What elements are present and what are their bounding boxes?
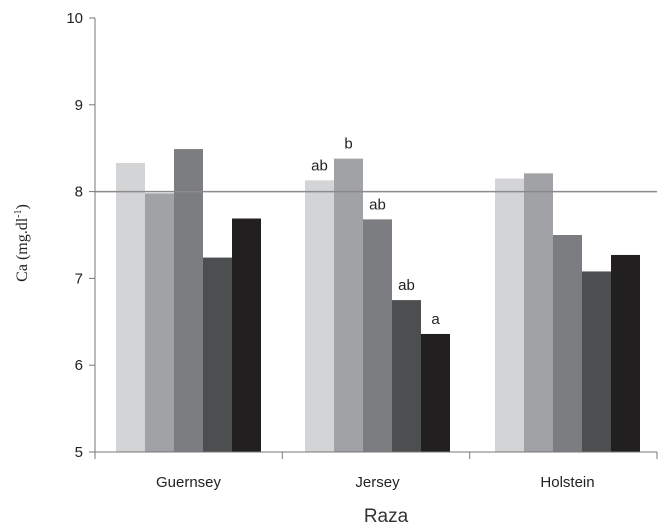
x-ticks: Guernsey Jersey Holstein <box>94 452 658 491</box>
bar-jersey-1 <box>305 180 334 453</box>
y-axis-label-close: ) <box>14 204 31 209</box>
y-tick-label: 7 <box>75 270 83 287</box>
x-axis-label: Raza <box>364 506 409 527</box>
annotation-label: ab <box>311 157 328 174</box>
bar-holstein-3 <box>553 235 582 452</box>
x-tick-label-holstein: Holstein <box>540 474 594 491</box>
annotation-label: ab <box>369 196 386 213</box>
bar-jersey-4 <box>392 300 421 452</box>
annotation-label: ab <box>398 277 415 294</box>
bar-holstein-5 <box>611 254 640 452</box>
bar-guernsey-1 <box>116 162 145 452</box>
annotation-label: b <box>344 136 352 153</box>
bar-jersey-3 <box>363 219 392 452</box>
y-axis-label-main: Ca (mg.dl <box>14 217 31 282</box>
y-ticks: 5 6 7 8 9 10 <box>66 10 95 461</box>
bar-jersey-5 <box>421 333 450 452</box>
y-tick-label: 9 <box>75 97 83 114</box>
x-tick-label-guernsey: Guernsey <box>156 474 222 491</box>
bar-guernsey-4 <box>203 257 232 452</box>
bar-guernsey-5 <box>232 218 261 452</box>
bar-holstein-2 <box>524 173 553 452</box>
bar-holstein-4 <box>582 271 611 452</box>
y-tick-label: 5 <box>75 444 83 461</box>
bar-holstein-1 <box>495 178 524 452</box>
y-tick-label: 8 <box>75 184 83 201</box>
y-tick-label: 10 <box>66 10 83 27</box>
bar-guernsey-3 <box>174 149 203 452</box>
y-tick-label: 6 <box>75 357 83 374</box>
bar-jersey-2 <box>334 158 363 452</box>
bar-guernsey-2 <box>145 193 174 452</box>
y-axis-label-superscript: -1 <box>13 209 24 217</box>
bars-layer <box>116 149 640 453</box>
y-axis-label: Ca (mg.dl-1) <box>13 204 31 282</box>
annotation-label: a <box>431 311 440 328</box>
x-tick-label-jersey: Jersey <box>355 474 400 491</box>
